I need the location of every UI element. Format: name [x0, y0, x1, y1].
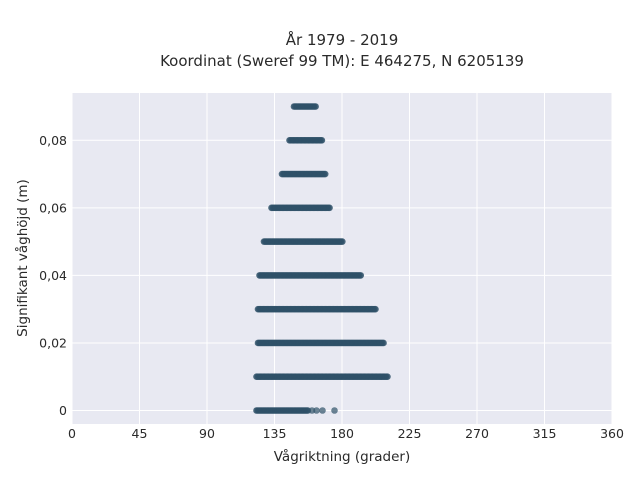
x-tick-label: 270: [465, 426, 489, 441]
data-point: [339, 238, 346, 245]
x-tick-label: 180: [330, 426, 354, 441]
data-points: [253, 103, 391, 414]
data-point: [380, 339, 387, 347]
data-point: [312, 103, 319, 110]
x-axis-ticks: 0 45 90 135 180 225 270 315 360: [68, 426, 624, 441]
x-tick-label: 225: [398, 426, 422, 441]
chart-title-line2: Koordinat (Sweref 99 TM): E 464275, N 62…: [160, 52, 524, 70]
x-tick-label: 90: [199, 426, 215, 441]
y-tick-label: 0,04: [39, 268, 67, 283]
data-point: [372, 305, 379, 313]
data-point: [313, 407, 320, 414]
data-point: [384, 373, 391, 381]
y-tick-label: 0,02: [39, 335, 67, 350]
x-axis-label: Vågriktning (grader): [274, 448, 411, 465]
y-tick-label: 0,06: [39, 200, 67, 215]
data-point: [326, 204, 333, 212]
x-tick-label: 135: [263, 426, 287, 441]
x-tick-label: 0: [68, 426, 76, 441]
y-tick-label: 0: [59, 403, 67, 418]
y-axis-label: Signifikant våghöjd (m): [14, 179, 31, 337]
data-point: [357, 272, 365, 279]
y-tick-label: 0,08: [39, 133, 67, 148]
chart-title-line1: År 1979 - 2019: [286, 30, 399, 49]
x-tick-label: 315: [533, 426, 557, 441]
data-point: [331, 407, 338, 414]
x-tick-label: 45: [132, 426, 148, 441]
data-point: [319, 407, 326, 414]
data-point: [321, 170, 329, 178]
y-axis-ticks: 0 0,02 0,04 0,06 0,08: [39, 133, 67, 418]
x-tick-label: 360: [600, 426, 624, 441]
data-point: [318, 136, 326, 144]
